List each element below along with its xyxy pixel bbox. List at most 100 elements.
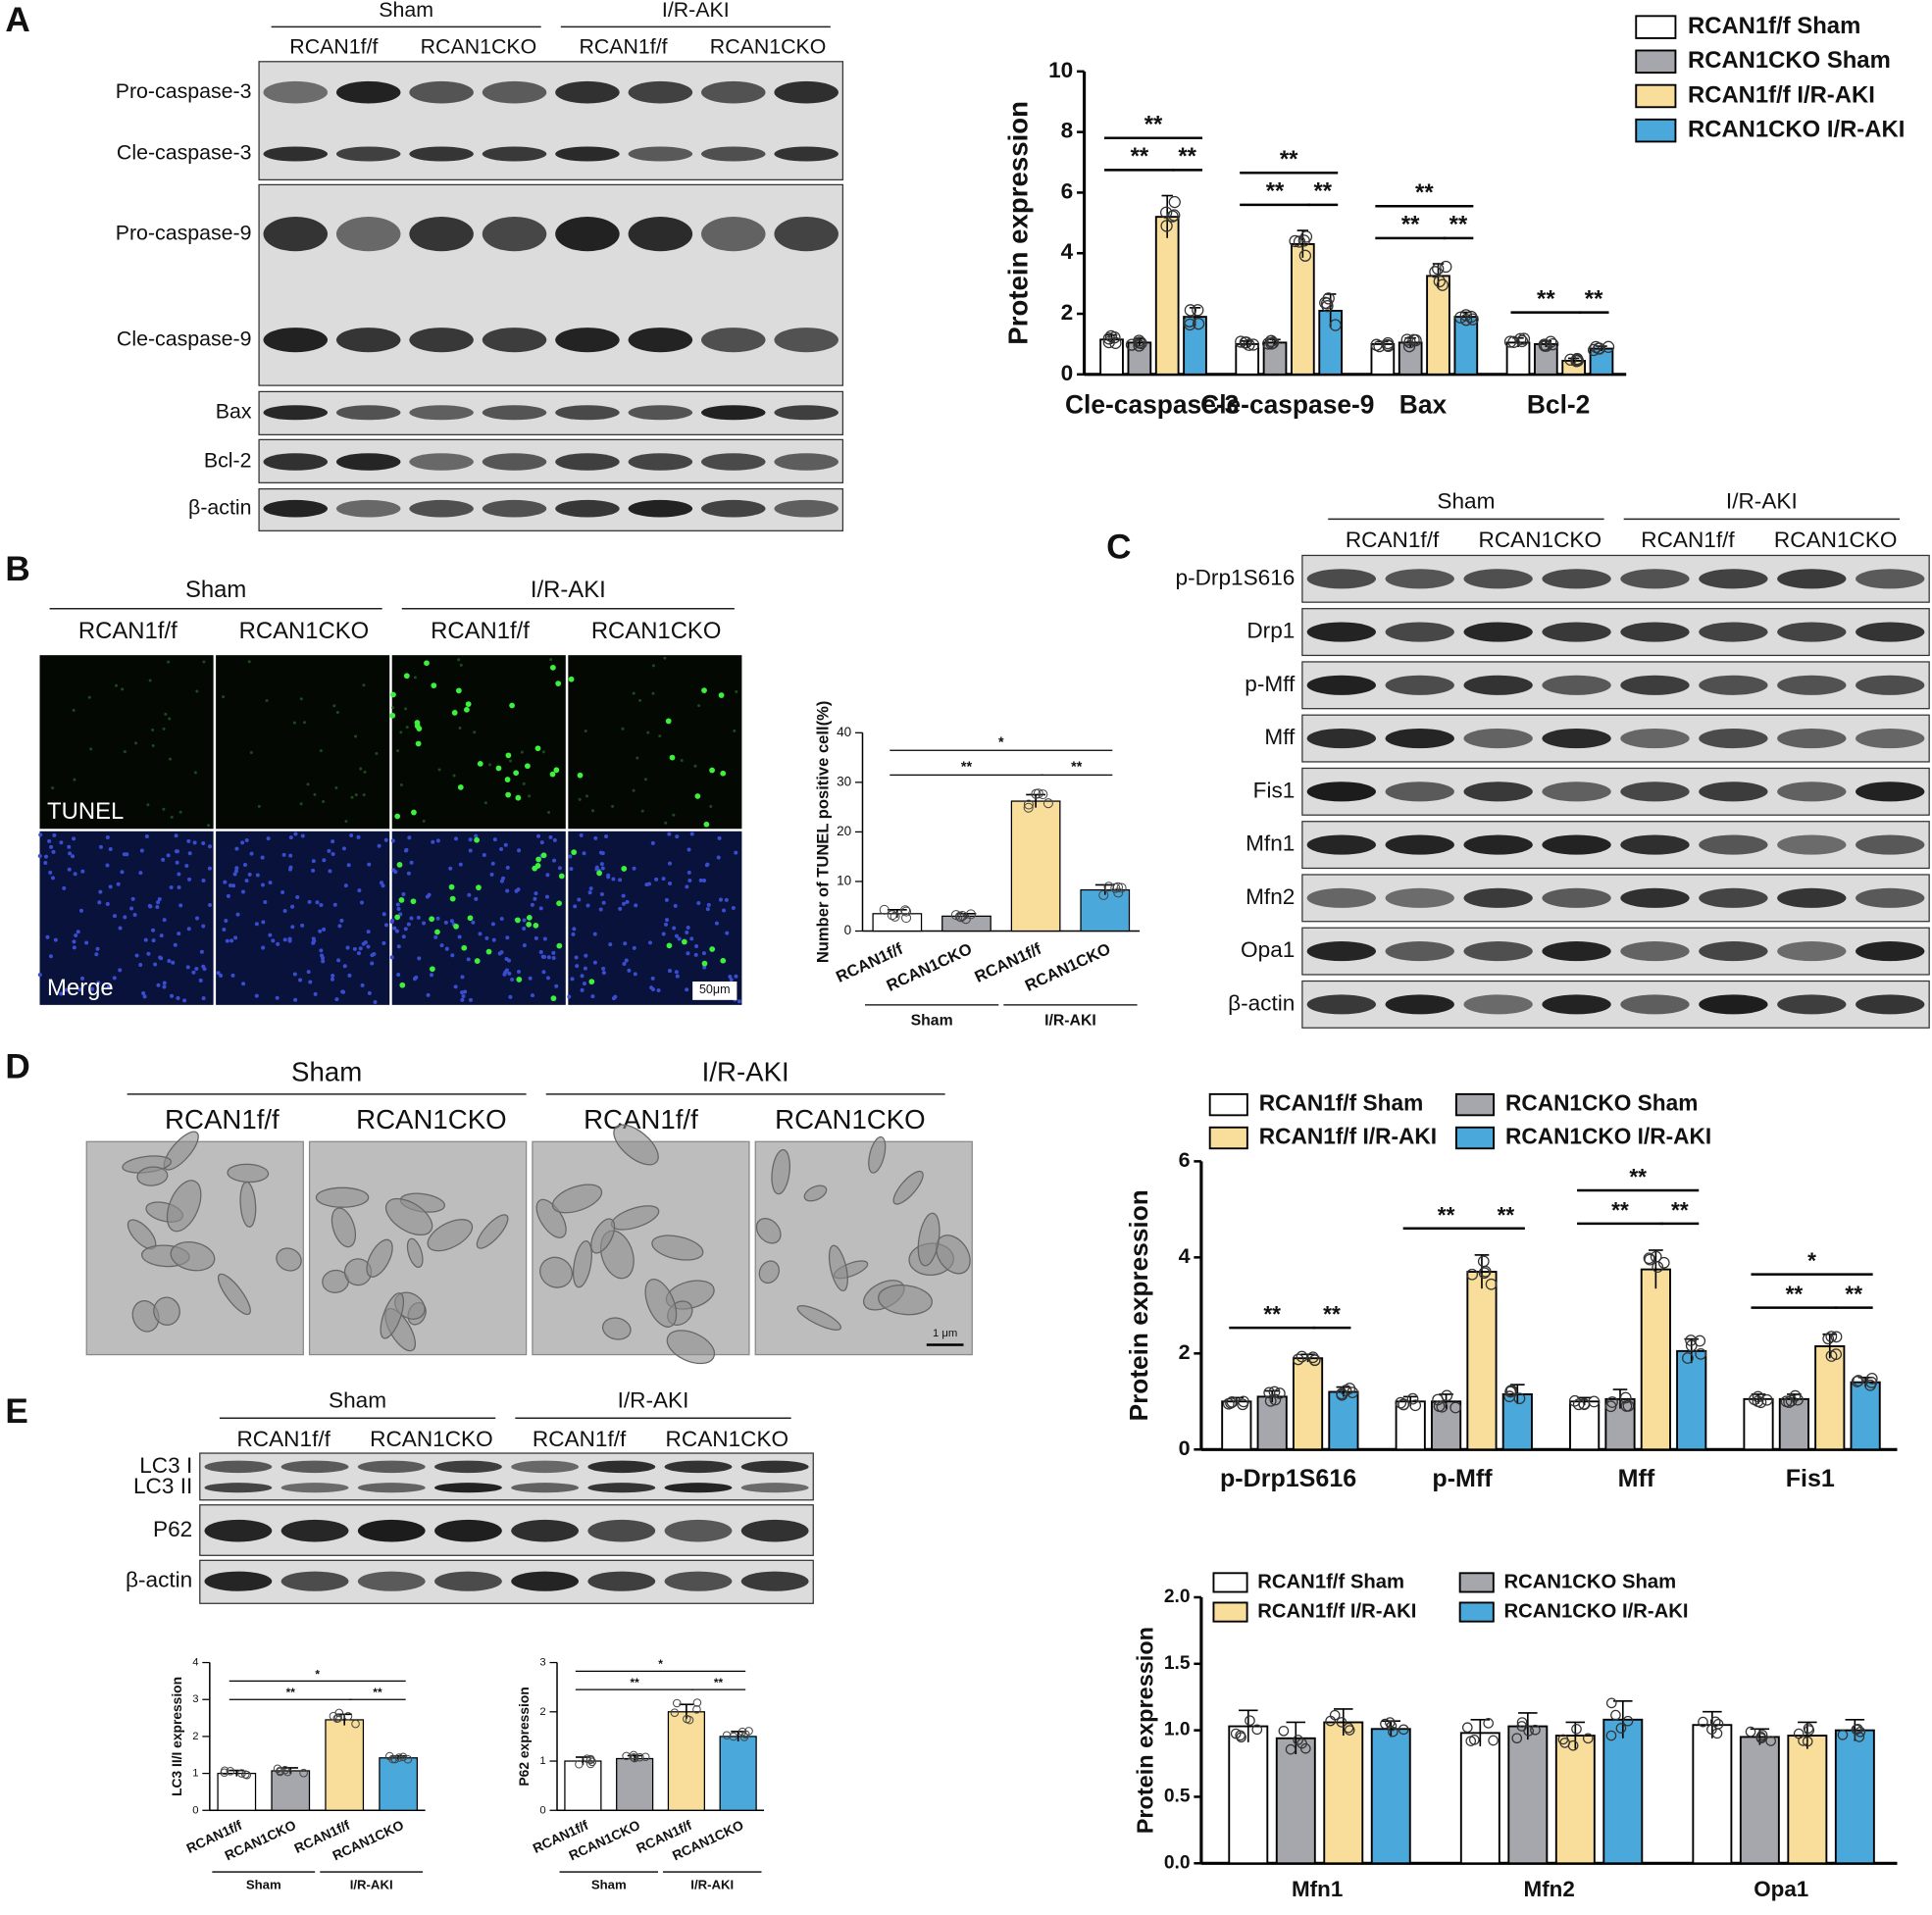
cell-dot — [618, 906, 623, 911]
cell-dot — [593, 835, 598, 840]
cell-dot — [292, 972, 297, 977]
cell-dot — [96, 981, 101, 985]
cell-dot — [255, 873, 260, 878]
blot-band — [1699, 729, 1768, 749]
data-point — [1698, 1716, 1708, 1728]
y-tick-label: 8 — [1061, 119, 1074, 143]
cell-dot — [343, 883, 348, 888]
data-point — [1230, 1728, 1242, 1739]
cell-dot — [401, 891, 406, 896]
cell-dot — [674, 933, 680, 938]
blot-band — [409, 499, 474, 518]
cell-dot — [582, 851, 586, 856]
cell-dot — [572, 927, 577, 932]
blot-box — [258, 183, 844, 386]
tunel-dot — [718, 692, 725, 698]
blot-row-label: LC3 II — [133, 1474, 192, 1498]
blot-band — [1699, 941, 1768, 962]
cell-dot — [146, 803, 150, 807]
cell-dot — [192, 840, 197, 845]
cell-dot — [714, 921, 719, 926]
cell-dot — [538, 906, 543, 911]
cell-dot — [381, 940, 386, 945]
cell-dot — [95, 946, 100, 951]
tunel-dot — [431, 682, 437, 689]
cell-dot — [208, 902, 213, 908]
significance-label: ** — [714, 1676, 724, 1689]
cell-dot — [460, 990, 465, 995]
blot-band — [335, 328, 401, 353]
data-point — [1516, 1717, 1528, 1728]
tunel-dot — [720, 957, 727, 964]
blot-band — [434, 1571, 502, 1591]
cell-dot — [299, 802, 303, 806]
blot-band — [1620, 729, 1690, 749]
cell-dot — [649, 985, 654, 990]
y-tick-label: 3 — [192, 1693, 198, 1705]
data-point — [1265, 337, 1278, 350]
tunel-dot — [525, 763, 531, 770]
y-tick-label: 4 — [1179, 1244, 1191, 1268]
group-label: I/R-AKI — [662, 0, 730, 22]
tunel-dot — [534, 745, 541, 752]
blot-band — [1385, 887, 1454, 908]
cell-dot — [37, 853, 42, 858]
cell-dot — [201, 996, 206, 1001]
legend-swatch — [1208, 1126, 1248, 1150]
data-point — [1783, 1396, 1795, 1408]
scale-bar-label: 50μm — [699, 983, 731, 996]
tunel-dot — [526, 921, 533, 928]
data-point — [1433, 275, 1446, 288]
cell-dot — [383, 923, 388, 928]
cell-dot — [431, 839, 435, 844]
cell-dot — [141, 991, 146, 996]
cell-dot — [728, 974, 733, 979]
cell-dot — [601, 900, 606, 905]
cell-dot — [517, 848, 522, 853]
blot-band — [204, 1483, 273, 1493]
mitochondrion — [828, 1244, 848, 1292]
blot-band — [263, 146, 329, 162]
data-point — [1853, 1724, 1863, 1735]
data-point — [1755, 1732, 1767, 1742]
cell-dot — [575, 964, 580, 969]
cell-dot — [506, 958, 512, 963]
significance-label: ** — [1415, 179, 1434, 206]
data-point — [1166, 210, 1179, 223]
cell-dot — [627, 968, 632, 973]
bar — [1291, 243, 1315, 376]
data-point — [1503, 1390, 1516, 1403]
cell-dot — [182, 998, 187, 1003]
cell-dot — [229, 938, 234, 943]
cell-dot — [674, 970, 679, 975]
cell-dot — [118, 926, 123, 931]
tunel-dot — [516, 977, 523, 983]
cell-dot — [416, 915, 421, 920]
cell-dot — [360, 983, 365, 987]
data-point — [226, 1767, 235, 1776]
cell-dot — [223, 880, 228, 884]
data-point — [1865, 1377, 1878, 1388]
legend-swatch — [1212, 1601, 1248, 1623]
blot-band — [1463, 729, 1533, 749]
cell-dot — [499, 879, 504, 883]
data-point — [957, 910, 968, 922]
cell-dot — [457, 934, 462, 939]
data-point — [1837, 1729, 1849, 1740]
tunel-dot — [720, 770, 727, 777]
mitochondrion — [572, 1239, 592, 1288]
tunel-dot — [414, 723, 421, 730]
cell-dot — [437, 768, 441, 772]
cell-dot — [430, 973, 434, 978]
data-point — [1398, 1724, 1409, 1736]
significance-label: ** — [1671, 1197, 1689, 1223]
x-group-label: I/R-AKI — [690, 1877, 734, 1891]
cell-dot — [123, 750, 127, 754]
tunel-dot — [549, 771, 556, 778]
cell-dot — [361, 941, 366, 946]
cell-dot — [254, 922, 259, 927]
y-tick-label: 1 — [539, 1755, 545, 1767]
cell-dot — [584, 730, 587, 733]
cell-dot — [260, 855, 265, 860]
x-group-label: Sham — [911, 1013, 953, 1030]
